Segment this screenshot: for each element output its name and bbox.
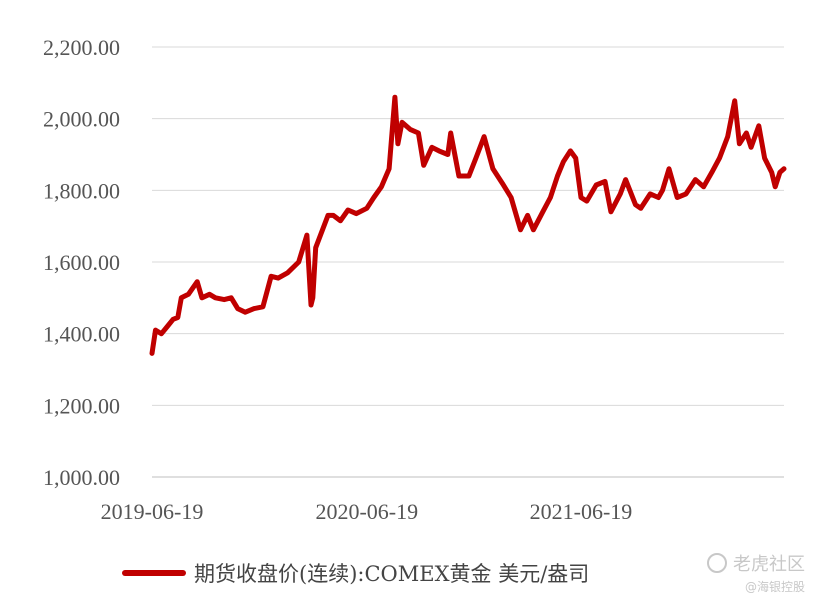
watermark-main-text: 老虎社区 [733, 554, 805, 575]
watermark-main: 老虎社区 [707, 550, 805, 576]
legend-label: 期货收盘价(连续):COMEX黄金 美元/盎司 [194, 562, 590, 586]
series-line [149, 94, 787, 356]
x-tick-label: 2020-06-19 [315, 499, 418, 524]
legend: 期货收盘价(连续):COMEX黄金 美元/盎司 [122, 558, 589, 588]
y-tick-label: 1,000.00 [43, 465, 120, 490]
gridlines [152, 46, 784, 478]
y-tick-label: 1,200.00 [43, 393, 120, 418]
y-axis-tick-labels: 1,000.00 1,200.00 1,400.00 1,600.00 1,800.00… [43, 35, 120, 490]
watermark: 老虎社区 @海银控股 [707, 550, 805, 595]
y-tick-label: 2,200.00 [43, 35, 120, 60]
y-tick-label: 1,600.00 [43, 250, 120, 275]
x-tick-label: 2019-06-19 [101, 499, 204, 524]
y-tick-label: 1,800.00 [43, 178, 120, 203]
x-axis-tick-labels: 2019-06-19 2020-06-19 2021-06-19 [101, 499, 633, 524]
x-tick-label: 2021-06-19 [530, 499, 633, 524]
legend-swatch [122, 570, 186, 576]
series-layer [149, 94, 787, 356]
watermark-sub-text: @海银控股 [744, 580, 805, 594]
y-tick-label: 2,000.00 [43, 107, 120, 132]
community-logo-icon [707, 553, 727, 573]
y-tick-label: 1,400.00 [43, 322, 120, 347]
